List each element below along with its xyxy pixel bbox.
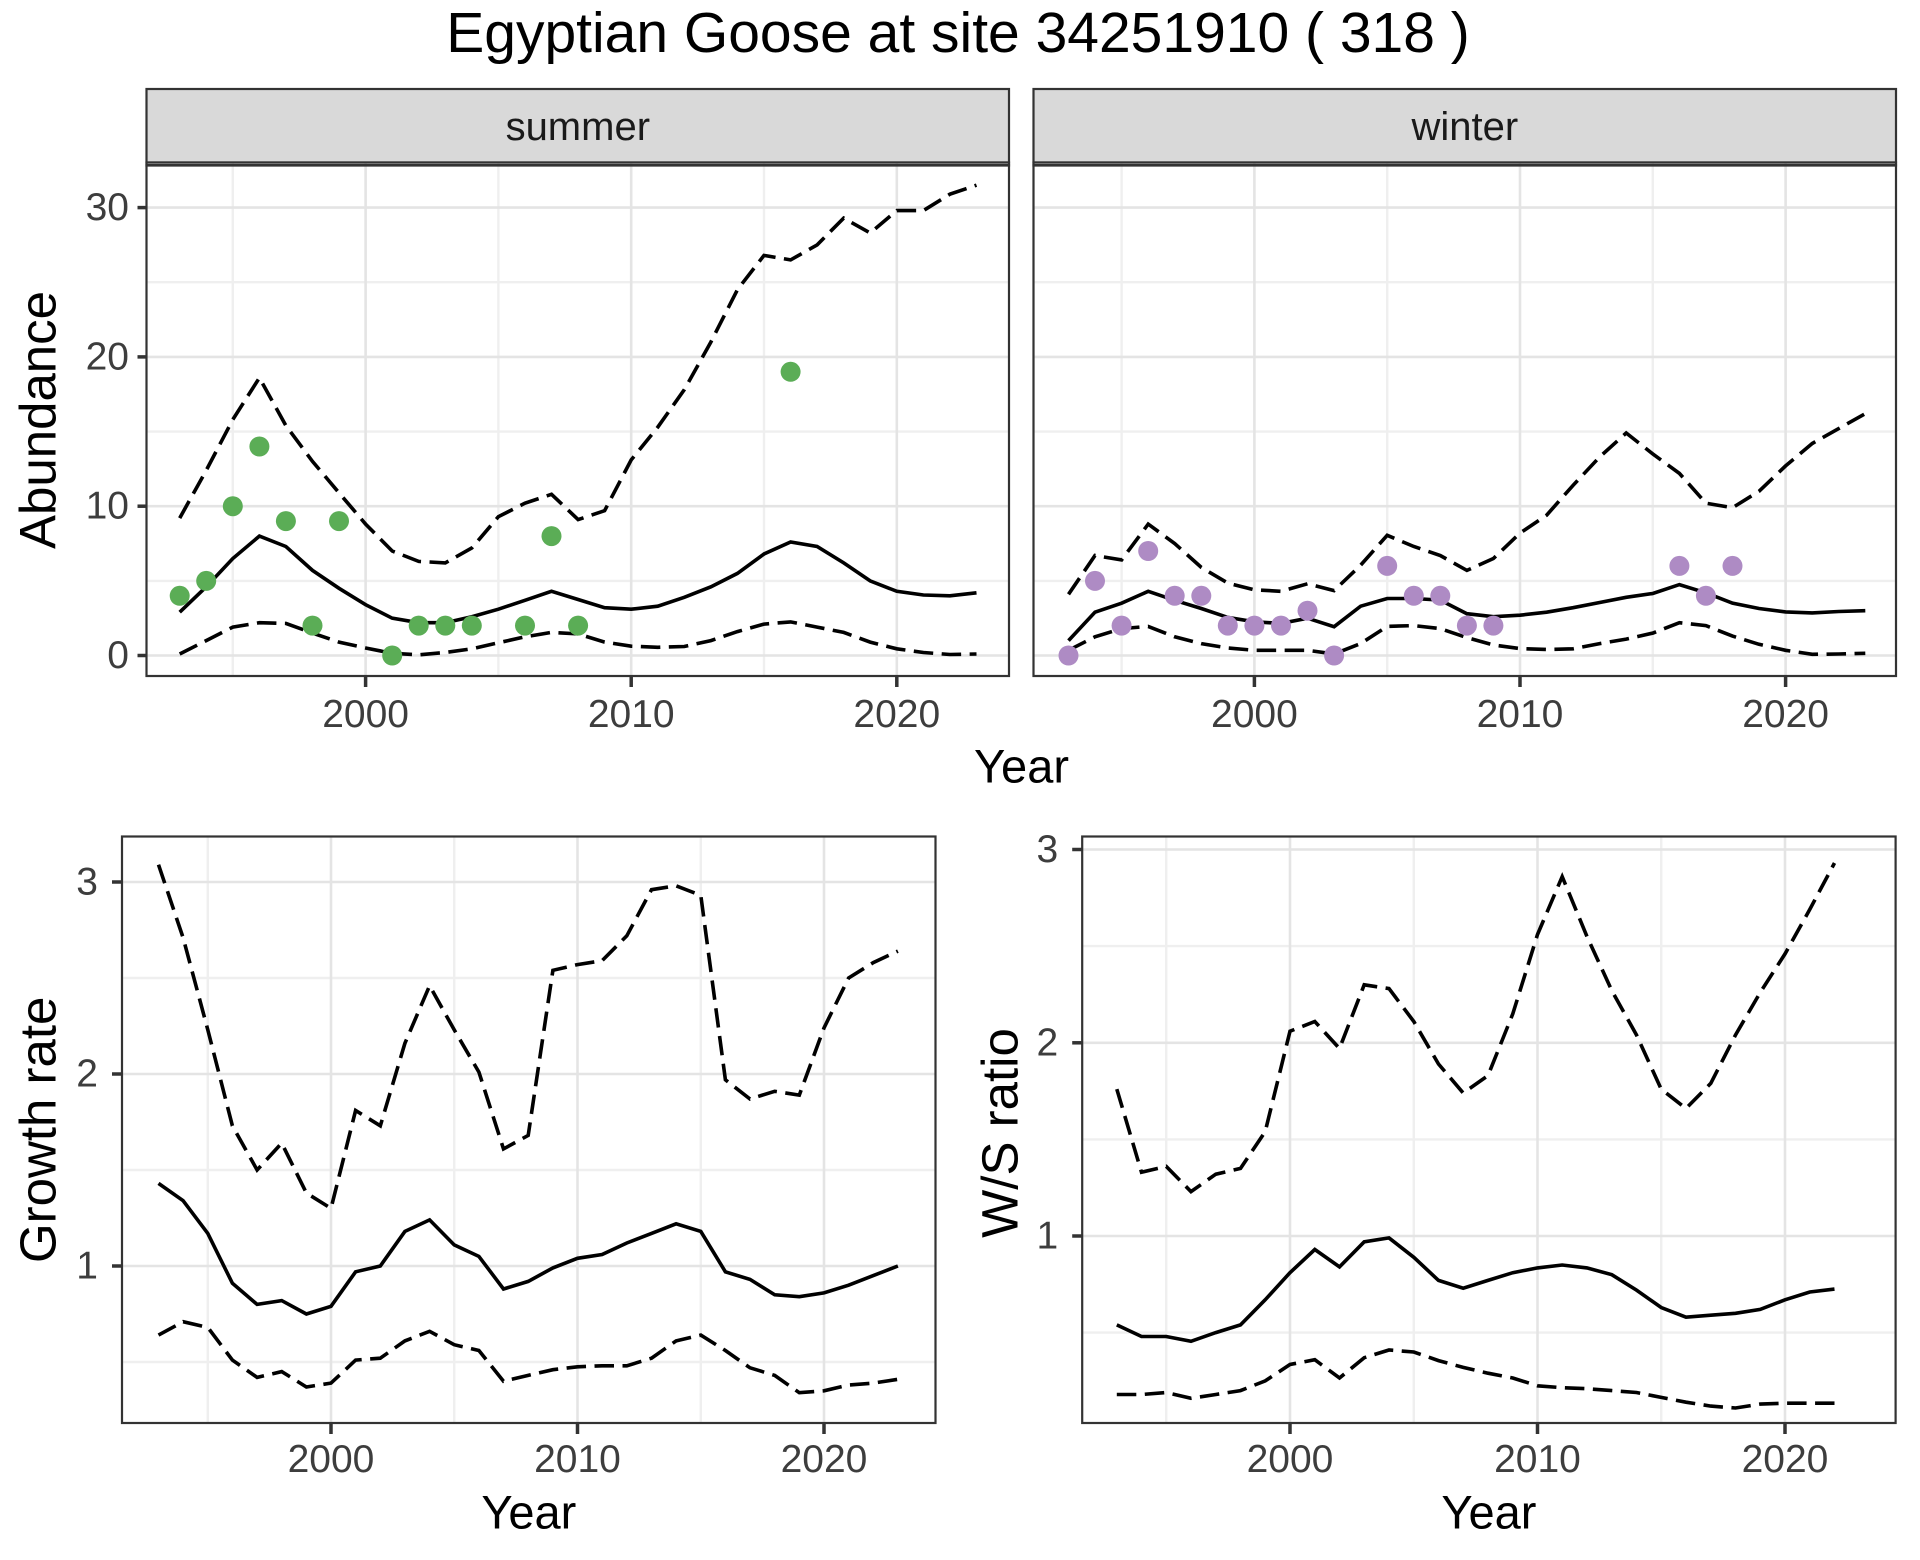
svg-text:3: 3 (1036, 828, 1058, 871)
svg-text:2010: 2010 (588, 693, 675, 736)
svg-text:Growth rate: Growth rate (10, 997, 67, 1263)
svg-text:Year: Year (481, 1486, 576, 1539)
svg-text:1: 1 (1036, 1215, 1058, 1258)
svg-text:2020: 2020 (1742, 693, 1829, 736)
svg-text:20: 20 (86, 335, 129, 378)
svg-text:3: 3 (76, 861, 98, 904)
svg-text:2: 2 (1036, 1021, 1058, 1064)
svg-text:10: 10 (86, 485, 129, 528)
svg-text:0: 0 (107, 634, 129, 677)
svg-text:2000: 2000 (288, 1438, 375, 1481)
svg-text:Abundance: Abundance (10, 291, 67, 549)
svg-text:2010: 2010 (1477, 693, 1564, 736)
svg-text:Egyptian Goose at site 3425191: Egyptian Goose at site 34251910 ( 318 ) (446, 1, 1470, 65)
svg-text:summer: summer (506, 105, 650, 149)
svg-text:2020: 2020 (853, 693, 940, 736)
svg-text:2020: 2020 (1742, 1438, 1829, 1481)
svg-text:2: 2 (76, 1053, 98, 1096)
svg-text:2000: 2000 (1211, 693, 1298, 736)
svg-text:30: 30 (86, 186, 129, 229)
svg-text:Year: Year (1441, 1486, 1536, 1539)
svg-text:2010: 2010 (534, 1438, 621, 1481)
svg-text:W/S ratio: W/S ratio (972, 1028, 1029, 1238)
svg-text:2000: 2000 (322, 693, 409, 736)
svg-text:2020: 2020 (781, 1438, 868, 1481)
svg-text:2010: 2010 (1494, 1438, 1581, 1481)
svg-text:winter: winter (1410, 105, 1518, 149)
svg-text:2000: 2000 (1247, 1438, 1334, 1481)
svg-text:Year: Year (974, 740, 1069, 793)
svg-text:1: 1 (76, 1245, 98, 1288)
